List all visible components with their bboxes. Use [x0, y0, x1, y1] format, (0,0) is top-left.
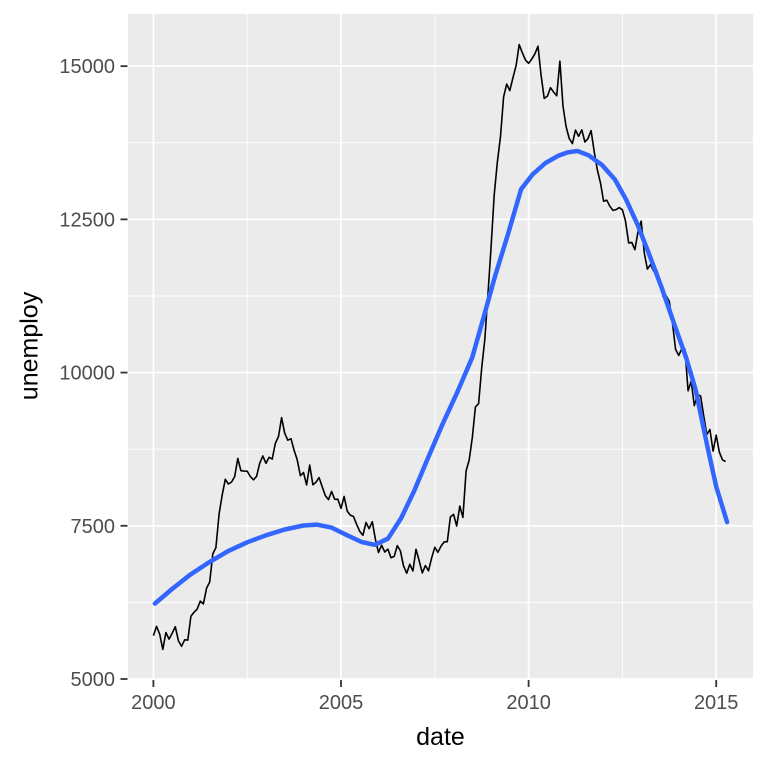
y-tick-label: 10000 — [59, 363, 115, 385]
smooth-line — [152, 148, 730, 606]
y-tick-label: 12500 — [59, 209, 115, 231]
y-tick-label: 15000 — [59, 56, 115, 78]
y-axis-title: unemploy — [15, 291, 44, 401]
x-tick-label: 2010 — [506, 692, 551, 714]
x-tick-label: 2015 — [694, 692, 739, 714]
x-tick-label: 2000 — [131, 692, 176, 714]
unemploy-line — [152, 43, 726, 651]
plot-panel — [128, 14, 753, 679]
y-tick-label: 5000 — [71, 669, 116, 691]
y-tick-label: 7500 — [71, 516, 116, 538]
x-tick-label: 2005 — [319, 692, 364, 714]
x-axis-title: date — [416, 723, 465, 751]
